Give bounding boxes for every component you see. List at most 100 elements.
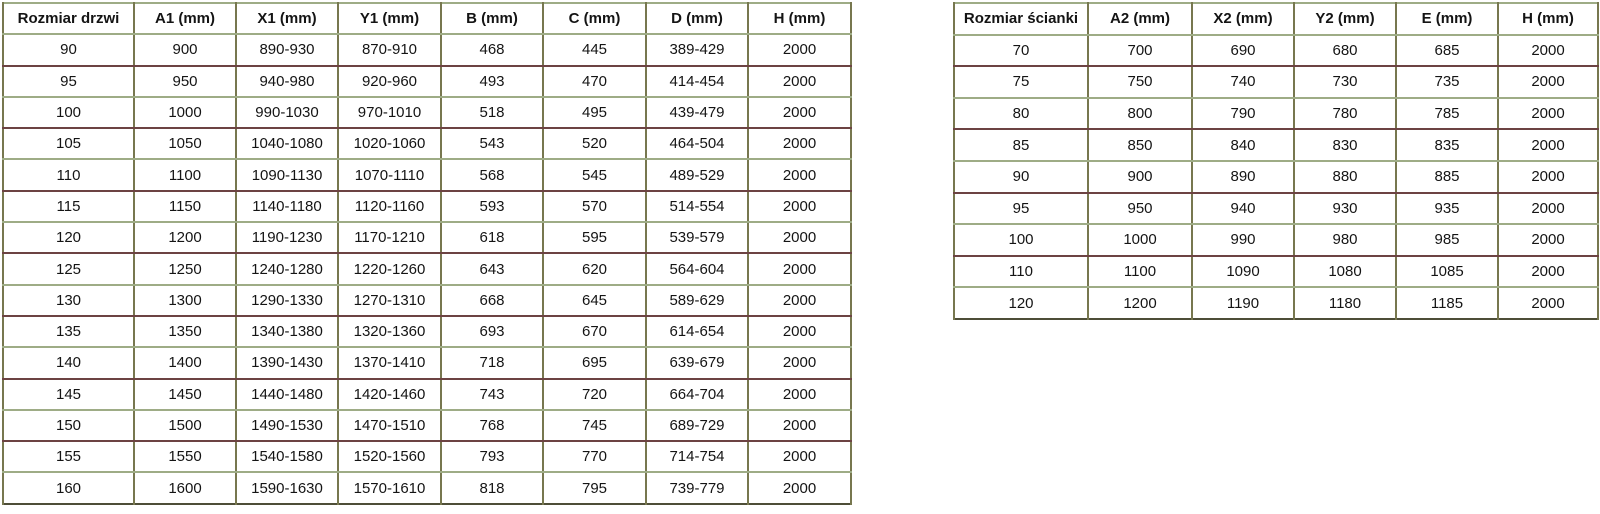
table-cell: 714-754 <box>645 441 749 474</box>
table-row: 100 1000 990-1030 970-1010 518 495 439-479 2000 <box>2 96 852 130</box>
table-cell: 120 <box>953 287 1089 319</box>
table-cell: 689-729 <box>645 409 749 443</box>
table-cell: 900 <box>133 34 237 67</box>
table-cell: 980 <box>1293 224 1397 257</box>
table-cell: 664-704 <box>645 378 749 411</box>
column-header: E (mm) <box>1395 3 1499 36</box>
table-cell: 1320-1360 <box>337 315 442 349</box>
table-cell: 1080 <box>1293 255 1397 289</box>
table-cell: 2000 <box>1497 160 1599 194</box>
table-cell: 785 <box>1395 97 1499 131</box>
table-cell: 2000 <box>1497 192 1599 226</box>
table-cell: 468 <box>440 34 544 67</box>
table-cell: 1100 <box>1087 255 1193 289</box>
table-cell: 464-504 <box>645 128 749 161</box>
table-cell: 739-779 <box>645 472 749 504</box>
table-cell: 1220-1260 <box>337 253 442 286</box>
table-cell: 618 <box>440 222 544 255</box>
table-cell: 745 <box>542 409 647 443</box>
table-cell: 1390-1430 <box>235 347 339 380</box>
table-cell: 1370-1410 <box>337 347 442 380</box>
table-cell: 880 <box>1293 160 1397 194</box>
column-header: A2 (mm) <box>1087 3 1193 36</box>
table-cell: 570 <box>542 190 647 224</box>
column-header: D (mm) <box>645 3 749 36</box>
table-cell: 740 <box>1191 66 1295 99</box>
table-cell: 2000 <box>747 190 852 224</box>
table-row: 115 1150 1140-1180 1120-1160 593 570 514-554 20… <box>2 190 852 224</box>
table-cell: 685 <box>1395 34 1499 68</box>
table-cell: 639-679 <box>645 347 749 380</box>
table-cell: 950 <box>1087 192 1193 226</box>
table-cell: 1000 <box>133 96 237 130</box>
table-cell: 155 <box>2 441 135 474</box>
table-cell: 840 <box>1191 129 1295 162</box>
table-cell: 950 <box>133 65 237 98</box>
table-cell: 125 <box>2 253 135 286</box>
table-cell: 1150 <box>133 190 237 224</box>
table-cell: 564-604 <box>645 253 749 286</box>
table-cell: 790 <box>1191 97 1295 131</box>
header-row: Rozmiar ścianki A2 (mm) X2 (mm) Y2 (mm) E (m… <box>953 3 1599 36</box>
table-cell: 2000 <box>1497 255 1599 289</box>
table-row: 135 1350 1340-1380 1320-1360 693 670 614-654 20… <box>2 315 852 349</box>
table-cell: 568 <box>440 159 544 192</box>
table-cell: 1520-1560 <box>337 441 442 474</box>
table-row: 85 850 840 830 835 2000 <box>953 129 1599 162</box>
column-header: H (mm) <box>1497 3 1599 36</box>
table-cell: 90 <box>2 34 135 67</box>
table-row: 140 1400 1390-1430 1370-1410 718 695 639-679 20… <box>2 347 852 380</box>
table-cell: 818 <box>440 472 544 504</box>
table-cell: 1400 <box>133 347 237 380</box>
table-cell: 670 <box>542 315 647 349</box>
table-cell: 1590-1630 <box>235 472 339 504</box>
table-cell: 793 <box>440 441 544 474</box>
table-row: 90 900 890 880 885 2000 <box>953 160 1599 194</box>
table-cell: 2000 <box>747 378 852 411</box>
table-cell: 700 <box>1087 34 1193 68</box>
table-cell: 2000 <box>747 472 852 504</box>
table-cell: 800 <box>1087 97 1193 131</box>
table-row: 155 1550 1540-1580 1520-1560 793 770 714-754 20… <box>2 441 852 474</box>
table-cell: 539-579 <box>645 222 749 255</box>
table-cell: 2000 <box>1497 287 1599 319</box>
table-cell: 1540-1580 <box>235 441 339 474</box>
table-cell: 2000 <box>747 253 852 286</box>
table-row: 105 1050 1040-1080 1020-1060 543 520 464-504 20… <box>2 128 852 161</box>
table-cell: 1240-1280 <box>235 253 339 286</box>
table-cell: 2000 <box>747 441 852 474</box>
table-cell: 940 <box>1191 192 1295 226</box>
table-cell: 105 <box>2 128 135 161</box>
table-cell: 2000 <box>747 347 852 380</box>
table-cell: 1090 <box>1191 255 1295 289</box>
table-row: 130 1300 1290-1330 1270-1310 668 645 589-629 20… <box>2 284 852 317</box>
table-row: 100 1000 990 980 985 2000 <box>953 224 1599 257</box>
table-cell: 1440-1480 <box>235 378 339 411</box>
table-cell: 1290-1330 <box>235 284 339 317</box>
table-cell: 970-1010 <box>337 96 442 130</box>
table-cell: 2000 <box>747 128 852 161</box>
table-cell: 890 <box>1191 160 1295 194</box>
table-cell: 885 <box>1395 160 1499 194</box>
table-cell: 1140-1180 <box>235 190 339 224</box>
table-cell: 1050 <box>133 128 237 161</box>
table-cell: 2000 <box>1497 224 1599 257</box>
table-cell: 620 <box>542 253 647 286</box>
table-cell: 2000 <box>1497 34 1599 68</box>
table-cell: 985 <box>1395 224 1499 257</box>
table-cell: 120 <box>2 222 135 255</box>
table-cell: 680 <box>1293 34 1397 68</box>
table-cell: 160 <box>2 472 135 504</box>
table-cell: 1040-1080 <box>235 128 339 161</box>
table-cell: 1420-1460 <box>337 378 442 411</box>
table-row: 95 950 940 930 935 2000 <box>953 192 1599 226</box>
table-cell: 414-454 <box>645 65 749 98</box>
table-cell: 518 <box>440 96 544 130</box>
table-cell: 870-910 <box>337 34 442 67</box>
table-cell: 470 <box>542 65 647 98</box>
table-cell: 930 <box>1293 192 1397 226</box>
table-cell: 1000 <box>1087 224 1193 257</box>
table-cell: 1090-1130 <box>235 159 339 192</box>
table-row: 145 1450 1440-1480 1420-1460 743 720 664-704 20… <box>2 378 852 411</box>
